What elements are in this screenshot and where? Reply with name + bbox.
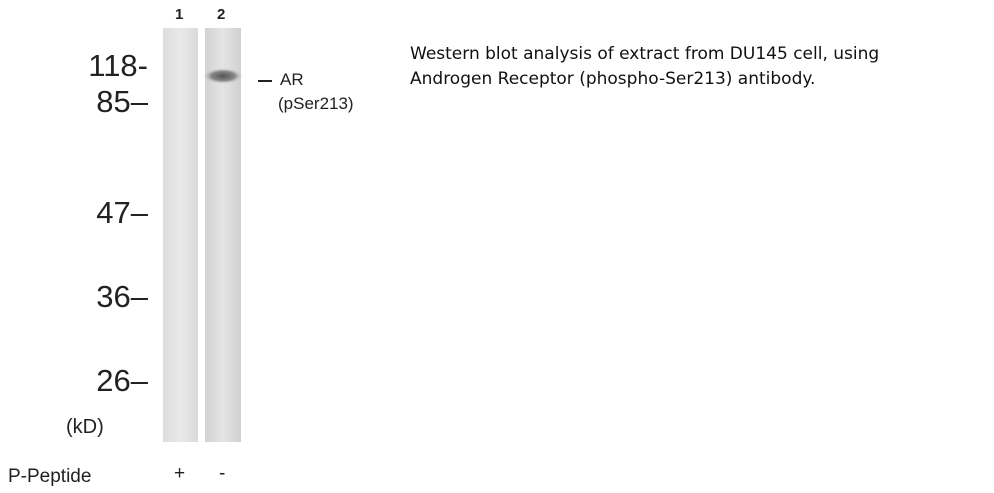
marker: 26– — [8, 363, 148, 399]
lane-condition: + — [174, 463, 185, 485]
lane-label: 1 — [175, 6, 183, 23]
unit-label: (kD) — [66, 416, 104, 439]
caption: Western blot analysis of extract from DU… — [410, 42, 879, 92]
marker: 85– — [8, 84, 148, 120]
caption-line: Western blot analysis of extract from DU… — [410, 42, 879, 67]
marker: 118- — [8, 48, 148, 84]
lane-2 — [205, 28, 241, 442]
band-label: (pSer213) — [278, 94, 354, 114]
row-label: P-Peptide — [8, 466, 91, 488]
band — [203, 68, 243, 84]
figure: 1 2 118- 85– 47– 36– 26– (kD) AR (pSer21… — [0, 0, 994, 493]
marker: 36– — [8, 279, 148, 315]
marker: 47– — [8, 195, 148, 231]
lane-condition: - — [219, 463, 225, 485]
lane-1 — [163, 28, 198, 442]
lane-label: 2 — [217, 6, 225, 23]
band-label: AR — [280, 70, 304, 90]
caption-line: Androgen Receptor (phospho-Ser213) antib… — [410, 67, 879, 92]
